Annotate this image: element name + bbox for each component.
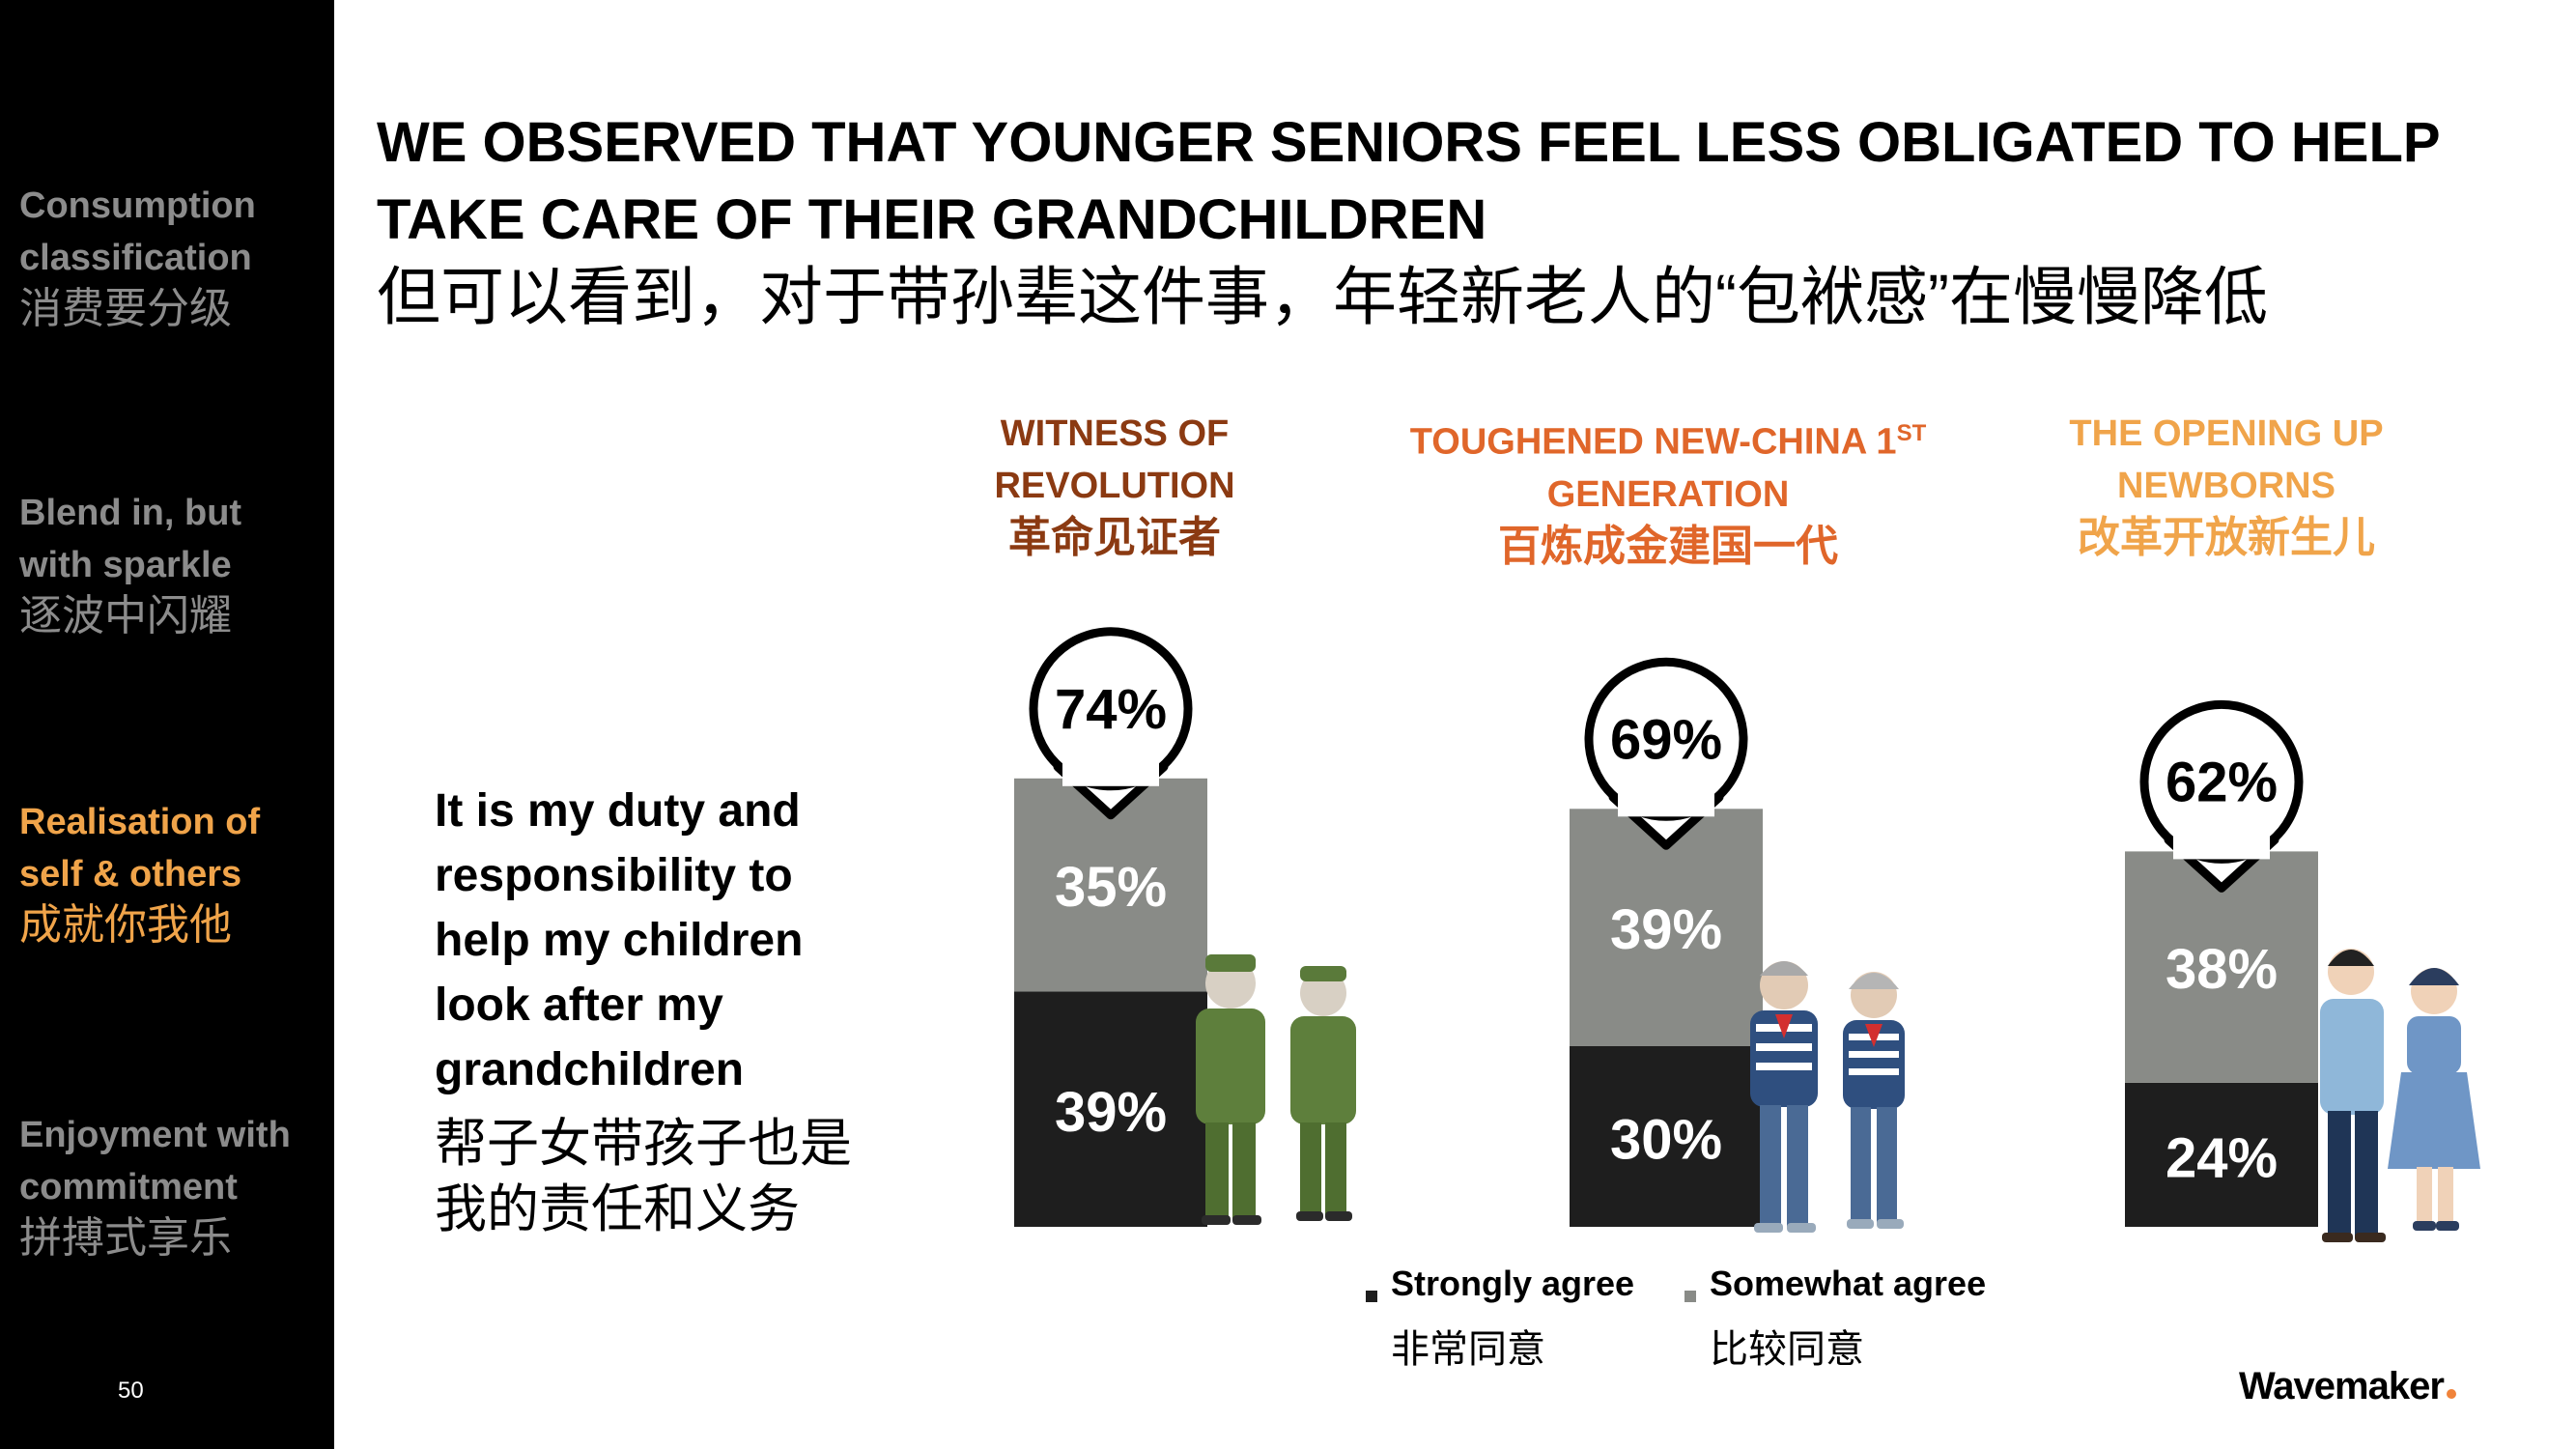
total-value-label: 74% [1055,678,1167,741]
legend-label-en: Strongly agree [1391,1264,1635,1303]
legend-label-en: Somewhat agree [1710,1264,1987,1303]
sidebar-item-consumption[interactable]: Consumption classification 消费要分级 [19,180,328,334]
generation-label-zh: 革命见证者 [1008,514,1221,561]
bar-value-label: 30% [1610,1109,1722,1172]
legend-label-zh: 比较同意 [1710,1328,1864,1371]
generation-header-opening-up: THE OPENING UP NEWBORNS 改革开放新生儿 [1917,408,2535,564]
bar-segment-strongly-agree [1014,991,1207,1227]
pin-mask [2173,830,2270,860]
total-pin-icon: 69% [1584,657,1748,850]
generation-label-zh: 改革开放新生儿 [2078,514,2375,561]
sidebar-item-label-zh: 拼搏式享乐 [19,1214,232,1262]
sidebar-item-realisation[interactable]: Realisation of self & others 成就你我他 [19,796,328,951]
brand-dot-icon [2446,1389,2456,1399]
sidebar-nav: Consumption classification 消费要分级 Blend i… [0,0,334,1449]
sidebar-item-label-en: Enjoyment with commitment [19,1115,291,1208]
brand-logo: Wavemaker [2239,1365,2456,1408]
bar-value-label: 35% [1055,856,1167,919]
elderly-figure-icon [1750,961,1818,1233]
sidebar-item-enjoyment[interactable]: Enjoyment with commitment 拼搏式享乐 [19,1109,328,1264]
soldier-figure-icon [1196,954,1265,1225]
sidebar-item-label-zh: 逐波中闪耀 [19,592,232,639]
sidebar-item-label-en: Realisation of self & others [19,802,261,895]
young-senior-figure-icon [2388,968,2480,1231]
bar-value-label: 38% [2166,938,2278,1001]
generation-label-en: WITNESS OF REVOLUTION [994,413,1235,506]
pin-mask [1618,787,1714,817]
legend-swatch [1366,1291,1377,1302]
bar-segment-strongly-agree [1570,1046,1763,1227]
sidebar-item-label-zh: 消费要分级 [19,285,232,332]
statement-text-en: It is my duty and responsibility to help… [435,785,804,1095]
bar-value-label: 24% [2166,1126,2278,1189]
legend-label-zh: 非常同意 [1391,1328,1545,1371]
bar-segment-strongly-agree [2125,1082,2318,1227]
sidebar-item-label-zh: 成就你我他 [19,901,232,949]
soldier-figure-icon [1290,966,1356,1221]
total-pin-icon: 74% [1029,627,1193,820]
brand-name: Wavemaker [2239,1365,2445,1407]
generation-header-new-china: TOUGHENED NEW-CHINA 1ST GENERATION 百炼成金建… [1359,408,1977,573]
total-pin-icon: 62% [2139,699,2304,893]
elderly-figure-icon [1843,972,1905,1229]
sidebar-item-label-en: Blend in, but with sparkle [19,493,242,585]
bar-value-label: 39% [1055,1081,1167,1144]
generation-label-en: THE OPENING UP NEWBORNS [2069,413,2384,506]
young-senior-figure-icon [2320,949,2386,1242]
statement-text-zh: 帮子女带孩子也是 我的责任和义务 [435,1115,852,1238]
total-value-label: 69% [1610,708,1722,771]
legend-swatch [1684,1291,1696,1302]
sidebar-item-blend-in[interactable]: Blend in, but with sparkle 逐波中闪耀 [19,487,328,641]
page-subtitle-zh: 但可以看到，对于带孙辈这件事，年轻新老人的“包袱感”在慢慢降低 [377,261,2268,332]
sidebar-item-label-en: Consumption classification [19,185,256,278]
bar-value-label: 39% [1610,898,1722,961]
generation-label-en: TOUGHENED NEW-CHINA 1ST GENERATION [1409,420,1927,515]
total-value-label: 62% [2166,751,2278,813]
page-title: WE OBSERVED THAT YOUNGER SENIORS FEEL LE… [377,111,2441,251]
pin-mask [1062,756,1159,786]
generation-header-revolution: WITNESS OF REVOLUTION 革命见证者 [806,408,1424,564]
page-number: 50 [118,1378,144,1404]
generation-label-zh: 百炼成金建国一代 [1498,522,1838,570]
